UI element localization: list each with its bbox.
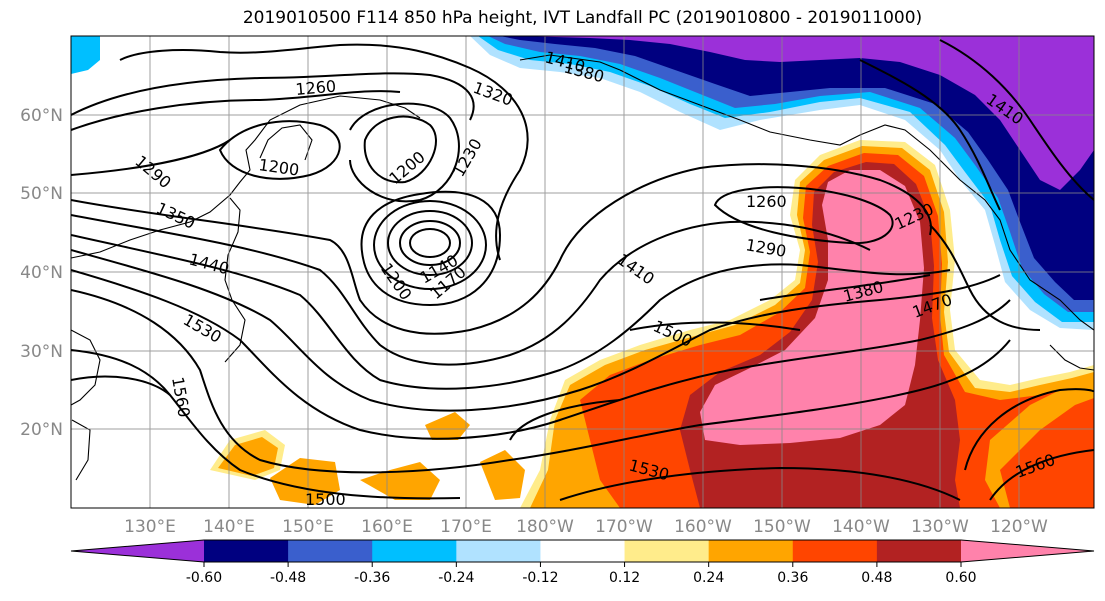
colorbar-tick-label: -0.24: [438, 570, 474, 586]
colorbar-tick-label: -0.36: [354, 570, 390, 586]
contour-label: 1260: [746, 192, 787, 211]
lon-label: 170°E: [440, 517, 492, 537]
lon-label: 140°W: [832, 517, 890, 537]
map-border: [70, 35, 1095, 509]
colorbar-segment: [288, 540, 373, 562]
lat-label: 60°N: [20, 106, 63, 126]
contour-label: 1260: [295, 77, 337, 99]
colorbar-tick-label: -0.60: [186, 570, 222, 586]
colorbar-extend-min: [71, 540, 204, 562]
colorbar-segment: [876, 540, 962, 562]
ivt-fill-purple: [520, 36, 1094, 190]
lon-label: 160°E: [361, 517, 413, 537]
lon-label: 130°W: [911, 517, 969, 537]
colorbar-extend-max: [961, 540, 1094, 562]
map-title: 2019010500 F114 850 hPa height, IVT Land…: [242, 8, 923, 28]
colorbar-segment: [204, 540, 289, 562]
ivt-fill-patch-4: [425, 412, 470, 440]
contour-label: 1500: [305, 490, 346, 509]
colorbar-segment: [792, 540, 878, 562]
colorbar-segment: [372, 540, 457, 562]
ivt-fill-orange-red-east: [1000, 398, 1094, 508]
lon-label: 130°E: [124, 517, 176, 537]
longitude-labels: 130°E 140°E 150°E 160°E 170°E 180°W 170°…: [124, 517, 1048, 537]
lon-label: 160°W: [674, 517, 732, 537]
lat-label: 30°N: [20, 342, 63, 362]
map-layers: 1410 1380 1320 1260 1200 1200 1230 1290 …: [71, 36, 1094, 509]
colorbar-tick-label: 0.48: [861, 570, 892, 586]
ivt-fill-navy: [500, 36, 1094, 300]
ivt-fill-purple-upper-left: [71, 36, 100, 74]
lat-label: 40°N: [20, 263, 63, 283]
colorbar-tick-label: 0.60: [945, 570, 976, 586]
colorbar-segment: [708, 540, 794, 562]
colorbar: -0.60 -0.48 -0.36 -0.24 -0.12 0.12 0.24 0.36 0.4…: [70, 539, 1095, 586]
ivt-fill-pink: [700, 170, 924, 445]
graticule: [71, 36, 1094, 508]
lon-label: 170°W: [595, 517, 653, 537]
colorbar-segment: [624, 540, 710, 562]
colorbar-tick-label: 0.12: [609, 570, 640, 586]
lat-label: 50°N: [20, 184, 63, 204]
latitude-labels: 60°N 50°N 40°N 30°N 20°N: [20, 106, 63, 440]
colorbar-tick-label: 0.36: [777, 570, 808, 586]
colorbar-segment: [540, 540, 626, 562]
lon-label: 150°W: [753, 517, 811, 537]
colorbar-tick-label: -0.12: [522, 570, 558, 586]
lat-label: 20°N: [20, 420, 63, 440]
lon-label: 150°E: [282, 517, 334, 537]
lon-label: 180°W: [516, 517, 574, 537]
colorbar-tick-label: -0.48: [270, 570, 306, 586]
colorbar-segment: [456, 540, 541, 562]
lon-label: 140°E: [203, 517, 255, 537]
colorbar-tick-label: 0.24: [693, 570, 724, 586]
lon-label: 120°W: [990, 517, 1048, 537]
height-contours: [71, 39, 1094, 501]
